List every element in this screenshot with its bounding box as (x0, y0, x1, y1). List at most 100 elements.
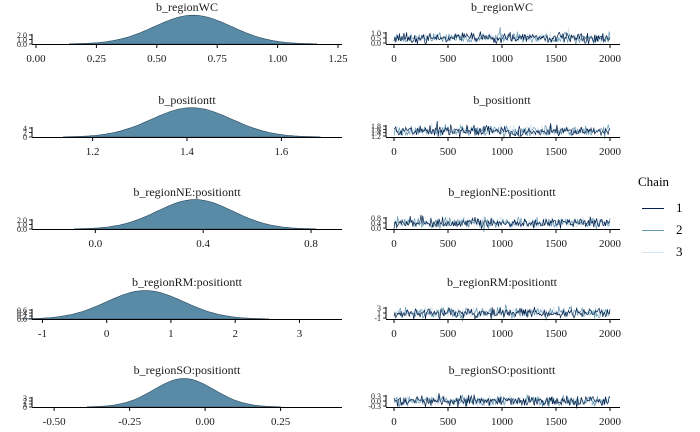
x-tick-label-b-positiontt-trace-2: 1000 (491, 146, 514, 158)
chain-legend: Chain 1 2 3 (638, 174, 698, 264)
legend-item-chain-2: 2 (638, 220, 698, 242)
trace-chain-1-b-regionne-positiontt-trace (393, 214, 611, 230)
x-tick-label-b-regionso-positiontt-trace-3: 1500 (545, 416, 568, 428)
y-tick-label-b-regionso-positiontt-trace-2: 0.3 (371, 392, 381, 401)
trace-chain-2-b-regionrm-positiontt-trace (393, 304, 611, 322)
legend-label-chain-3: 3 (676, 244, 683, 259)
x-tick-label-b-regionso-positiontt-trace-0: 0 (391, 416, 397, 428)
trace-chain-1-b-regionrm-positiontt-trace (393, 306, 611, 320)
y-tick-label-b-regionwc-trace-1: 0.5 (371, 34, 381, 43)
density-title-b-regionso-positiontt-density: b_regionSO:positiontt (134, 363, 241, 377)
y-tick-label-b-positiontt-density-0: 0 (23, 133, 27, 142)
y-tick-label-b-positiontt-trace-2: 1.6 (371, 125, 381, 134)
x-tick-label-b-regionwc-density-2: 0.50 (147, 53, 167, 65)
x-tick-label-b-regionne-positiontt-trace-0: 0 (391, 238, 397, 250)
y-tick-label-b-regionrm-positiontt-density-0: 0.0 (17, 315, 27, 324)
density-title-b-regionwc-density: b_regionWC (156, 0, 218, 14)
y-tick-label-b-regionwc-density-2: 2.0 (17, 31, 27, 40)
y-tick-label-b-regionne-positiontt-trace-2: 0.8 (371, 214, 381, 223)
legend-key-chain-3 (642, 252, 664, 253)
x-tick-label-b-regionwc-trace-4: 2000 (599, 53, 622, 65)
y-tick-label-b-regionne-positiontt-trace-0: 0.0 (371, 224, 381, 233)
x-tick-label-b-regionne-positiontt-density-0: 0.0 (88, 238, 102, 250)
density-area-b-regionso-positiontt-density (87, 378, 281, 408)
y-tick-label-b-regionwc-density-1: 1.0 (17, 36, 27, 45)
y-tick-label-b-regionrm-positiontt-trace-1: 1 (377, 309, 381, 318)
trace-title-b-regionne-positiontt-trace: b_regionNE:positiontt (448, 185, 556, 199)
x-tick-label-b-regionne-positiontt-trace-1: 500 (440, 238, 457, 250)
legend-item-chain-3: 3 (638, 242, 698, 264)
x-tick-label-b-regionso-positiontt-trace-1: 500 (440, 416, 457, 428)
y-tick-label-b-regionso-positiontt-density-0: 0 (23, 403, 27, 412)
density-area-b-regionne-positiontt-density (74, 199, 317, 230)
trace-title-b-positiontt-trace: b_positiontt (473, 93, 531, 107)
y-tick-label-b-regionso-positiontt-density-2: 2 (23, 397, 27, 406)
x-tick-label-b-regionwc-trace-0: 0 (391, 53, 397, 65)
x-tick-label-b-regionrm-positiontt-trace-3: 1500 (545, 328, 568, 340)
x-tick-label-b-regionwc-density-5: 1.25 (328, 53, 348, 65)
x-tick-label-b-regionrm-positiontt-trace-0: 0 (391, 328, 397, 340)
x-tick-label-b-positiontt-trace-4: 2000 (599, 146, 622, 158)
x-tick-label-b-regionrm-positiontt-trace-2: 1000 (491, 328, 514, 340)
legend-title: Chain (638, 174, 670, 189)
x-tick-label-b-regionne-positiontt-trace-4: 2000 (599, 238, 622, 250)
y-tick-label-b-regionrm-positiontt-density-1: 0.2 (17, 312, 27, 321)
y-tick-label-b-positiontt-density-2: 4 (23, 124, 27, 133)
x-tick-label-b-regionrm-positiontt-density-4: 3 (297, 328, 303, 340)
x-tick-label-b-regionrm-positiontt-density-2: 1 (168, 328, 174, 340)
x-tick-label-b-regionso-positiontt-density-3: 0.25 (271, 416, 291, 428)
y-tick-label-b-regionwc-trace-2: 1.0 (371, 29, 381, 38)
x-tick-label-b-regionrm-positiontt-density-0: -1 (38, 328, 47, 340)
y-tick-label-b-regionne-positiontt-density-2: 2.0 (17, 216, 27, 225)
x-tick-label-b-regionwc-density-0: 0.00 (26, 53, 46, 65)
y-tick-label-b-regionso-positiontt-trace-1: 0.0 (371, 397, 381, 406)
x-tick-label-b-regionso-positiontt-trace-4: 2000 (599, 416, 622, 428)
y-tick-label-b-regionrm-positiontt-trace-2: 3 (377, 304, 381, 313)
density-title-b-positiontt-density: b_positiontt (158, 93, 216, 107)
x-tick-label-b-regionne-positiontt-density-1: 0.4 (196, 238, 210, 250)
density-title-b-regionne-positiontt-density: b_regionNE:positiontt (133, 185, 241, 199)
x-tick-label-b-positiontt-density-1: 1.4 (180, 146, 194, 158)
y-tick-label-b-positiontt-density-1: 2 (23, 129, 27, 138)
y-tick-label-b-regionne-positiontt-density-1: 1.0 (17, 221, 27, 230)
y-tick-label-b-regionrm-positiontt-density-2: 0.4 (17, 309, 27, 318)
y-tick-label-b-regionwc-trace-0: 0.0 (371, 39, 381, 48)
x-tick-label-b-positiontt-trace-1: 500 (440, 146, 457, 158)
x-tick-label-b-regionrm-positiontt-density-1: 0 (104, 328, 110, 340)
x-tick-label-b-regionso-positiontt-density-1: -0.25 (118, 416, 141, 428)
x-tick-label-b-regionne-positiontt-trace-2: 1000 (491, 238, 514, 250)
x-tick-label-b-regionwc-density-4: 1.00 (268, 53, 288, 65)
legend-label-chain-2: 2 (676, 222, 683, 237)
trace-chain-3-b-regionso-positiontt-trace (393, 393, 610, 409)
legend-label-chain-1: 1 (676, 200, 683, 215)
x-tick-label-b-regionwc-trace-1: 500 (440, 53, 457, 65)
y-tick-label-b-regionwc-density-0: 0.0 (17, 40, 27, 49)
density-area-b-regionrm-positiontt-density (21, 290, 269, 320)
y-tick-label-b-regionne-positiontt-density-0: 0.0 (17, 225, 27, 234)
y-tick-label-b-regionne-positiontt-trace-1: 0.4 (371, 219, 381, 228)
y-tick-label-b-regionso-positiontt-trace-0: -0.3 (368, 402, 381, 411)
x-tick-label-b-regionwc-density-1: 0.25 (87, 53, 107, 65)
x-tick-label-b-regionrm-positiontt-density-3: 2 (232, 328, 238, 340)
trace-title-b-regionwc-trace: b_regionWC (471, 0, 533, 14)
trace-chain-2-b-positiontt-trace (393, 123, 611, 139)
legend-item-chain-1: 1 (638, 198, 698, 220)
x-tick-label-b-positiontt-density-2: 1.6 (275, 146, 289, 158)
x-tick-label-b-positiontt-trace-0: 0 (391, 146, 397, 158)
y-tick-label-b-positiontt-trace-1: 1.4 (371, 129, 381, 138)
x-tick-label-b-regionwc-density-3: 0.75 (208, 53, 228, 65)
trace-chain-1-b-regionwc-trace (393, 31, 611, 45)
trace-chain-1-b-regionso-positiontt-trace (393, 393, 611, 409)
legend-key-chain-2 (642, 230, 664, 231)
y-tick-label-b-regionrm-positiontt-density-3: 0.6 (17, 306, 27, 315)
y-tick-label-b-positiontt-trace-0: 1.2 (371, 132, 381, 141)
x-tick-label-b-regionwc-trace-3: 1500 (545, 53, 568, 65)
x-tick-label-b-regionne-positiontt-trace-3: 1500 (545, 238, 568, 250)
x-tick-label-b-regionso-positiontt-density-2: 0.00 (195, 416, 215, 428)
y-tick-label-b-regionso-positiontt-density-1: 1 (23, 400, 27, 409)
x-tick-label-b-positiontt-density-0: 1.2 (86, 146, 100, 158)
legend-key-chain-1 (642, 208, 664, 209)
x-tick-label-b-regionso-positiontt-trace-2: 1000 (491, 416, 514, 428)
x-tick-label-b-regionne-positiontt-density-2: 0.8 (304, 238, 318, 250)
trace-title-b-regionrm-positiontt-trace: b_regionRM:positiontt (447, 275, 558, 289)
